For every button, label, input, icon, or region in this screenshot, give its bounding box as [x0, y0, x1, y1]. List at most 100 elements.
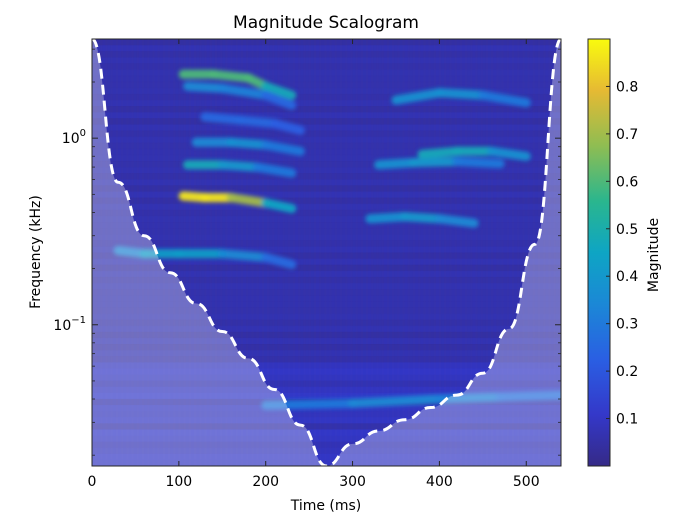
chart-title: Magnitude Scalogram	[233, 13, 419, 33]
heatmap-row	[92, 100, 561, 107]
heatmap-column	[409, 39, 413, 466]
heatmap-column	[368, 39, 372, 466]
heatmap-row	[92, 283, 561, 290]
ridge-segment	[487, 146, 531, 161]
heatmap-column	[394, 39, 398, 466]
heatmap-row	[92, 447, 561, 455]
heatmap-column	[321, 39, 325, 466]
y-tick-exponent: 0	[80, 128, 86, 139]
heatmap-column	[102, 39, 106, 466]
ridge-segment	[261, 81, 297, 100]
heatmap-row	[92, 215, 561, 223]
heatmap-column	[326, 39, 330, 466]
colorbar-label: Magnitude	[646, 218, 662, 292]
heatmap-row	[92, 191, 561, 199]
x-axis-ticks: 0 100 200 300 400 500	[88, 39, 540, 490]
heatmap-column	[352, 39, 356, 466]
heatmap-column	[420, 39, 424, 466]
heatmap-column	[97, 39, 101, 466]
x-tick-label: 400	[426, 474, 453, 490]
ridge-segment	[261, 252, 297, 270]
heatmap-row	[92, 374, 561, 382]
ridge-segment	[217, 83, 271, 100]
colorbar-gradient	[587, 38, 611, 467]
colorbar-tick-label: 0.7	[616, 127, 638, 143]
heatmap-column	[373, 39, 377, 466]
y-tick-label: 100	[62, 128, 86, 147]
ridge-segment	[434, 214, 479, 228]
colorbar-ticks: 0.1 0.2 0.3 0.4 0.5 0.6 0.7 0.8	[606, 79, 638, 428]
heatmap-row	[92, 307, 561, 315]
heatmap-column	[378, 39, 382, 466]
heatmap-column	[462, 39, 465, 466]
x-tick-label: 0	[88, 474, 97, 490]
heatmap-row	[92, 411, 561, 418]
heatmap-row	[92, 81, 561, 89]
colorbar-tick-label: 0.5	[616, 222, 638, 238]
heatmap-column	[305, 39, 309, 466]
ridge-segment	[226, 193, 271, 208]
x-axis-label: Time (ms)	[290, 498, 362, 514]
x-tick-label: 300	[339, 474, 366, 490]
ridge-segment	[200, 112, 245, 125]
heatmap-row	[92, 112, 561, 119]
heatmap-column	[336, 39, 340, 466]
ridge-segment	[269, 118, 305, 135]
heatmap-row	[92, 173, 561, 180]
heatmap-row	[92, 136, 561, 144]
heatmap-column	[399, 39, 403, 466]
plot-area	[92, 39, 561, 466]
heatmap-column	[295, 39, 299, 466]
heatmap-row	[92, 331, 561, 339]
y-tick-base: 10	[62, 131, 80, 147]
heatmap-column	[274, 39, 278, 466]
heatmap-column	[503, 39, 507, 466]
heatmap-column	[383, 39, 387, 466]
heatmap-column	[300, 39, 304, 466]
heatmap-row	[92, 386, 561, 394]
heatmap-row	[92, 75, 561, 83]
heatmap-column	[415, 39, 419, 466]
heatmap-ridges	[113, 69, 561, 410]
ridge-segment	[365, 212, 410, 224]
heatmap-column	[514, 39, 518, 466]
heatmap-column	[456, 39, 460, 466]
heatmap-row	[92, 325, 561, 333]
heatmap-row	[92, 362, 561, 369]
heatmap-row	[92, 179, 561, 186]
ridge-segment	[434, 88, 488, 100]
ridge-segment	[261, 398, 358, 410]
heatmap-row	[92, 167, 561, 174]
heatmap-column	[425, 39, 429, 466]
heatmap-column	[477, 39, 481, 466]
heatmap-column	[524, 39, 528, 466]
heatmap-column	[264, 39, 267, 466]
ridge-segment	[478, 90, 531, 108]
heatmap-row	[92, 203, 561, 211]
heatmap-column	[357, 39, 361, 466]
heatmap-row	[92, 45, 561, 52]
y-tick-label: 10−1	[53, 315, 86, 334]
heatmap-column	[550, 39, 554, 466]
heatmap-column	[467, 39, 471, 466]
colorbar-tick-label: 0.1	[616, 412, 638, 428]
heatmap-column	[347, 39, 351, 466]
heatmap-row	[92, 301, 561, 308]
heatmap-column	[269, 39, 273, 466]
ridge-segment	[209, 69, 253, 83]
ridge-segment	[183, 81, 227, 93]
heatmap-column	[488, 39, 491, 466]
ridge-segment	[261, 198, 297, 213]
ridge-segment	[261, 140, 305, 156]
heatmap-row	[92, 228, 561, 235]
heatmap-row	[92, 337, 561, 345]
heatmap-row	[92, 222, 561, 229]
colorbar-tick-label: 0.6	[616, 174, 638, 190]
x-tick-label: 100	[165, 474, 192, 490]
ridge-segment	[374, 158, 418, 170]
heatmap-column	[534, 39, 538, 466]
heatmap-column	[284, 39, 288, 466]
heatmap-column	[430, 39, 434, 466]
heatmap-row	[92, 344, 561, 351]
heatmap-row	[92, 356, 561, 363]
